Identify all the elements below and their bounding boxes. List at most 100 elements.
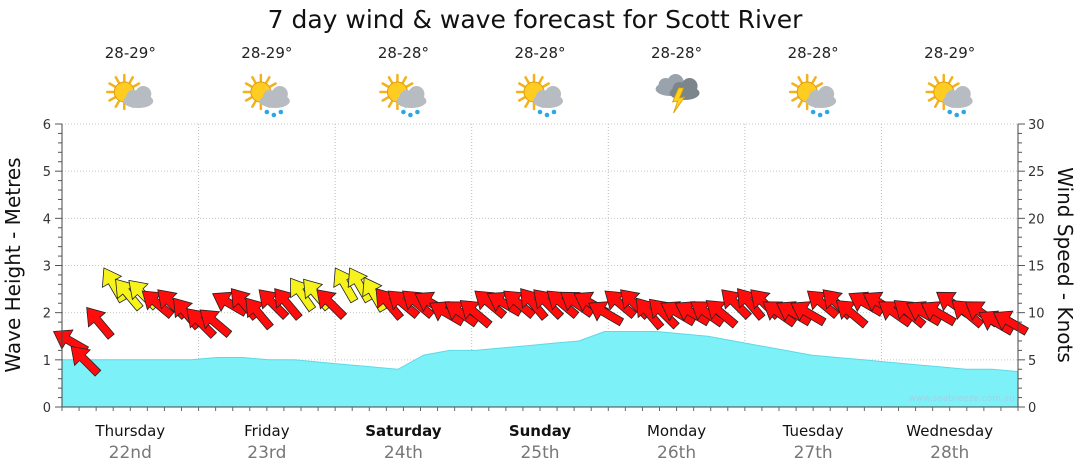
rain-drop xyxy=(961,109,967,115)
sun-ray xyxy=(951,82,960,88)
wind-arrow-shape xyxy=(992,310,1030,336)
y-tick-label-right: 30 xyxy=(1028,118,1045,133)
y-tick-label-right: 0 xyxy=(1028,401,1036,416)
sun-ray xyxy=(933,100,940,108)
wind-arrow-shape xyxy=(588,301,625,327)
day-temperature: 28-28° xyxy=(378,44,429,62)
sun-ray xyxy=(791,82,799,88)
sun-ray xyxy=(244,96,253,102)
sun-cloud-rain-icon xyxy=(379,73,427,118)
rain-drop xyxy=(537,109,543,115)
cloud-part xyxy=(954,86,971,102)
rain-drop xyxy=(264,109,270,115)
day-temperature: 28-29° xyxy=(241,44,292,62)
sun-ray xyxy=(811,76,817,84)
day-name: Thursday xyxy=(94,422,165,440)
rain-drop xyxy=(810,109,816,115)
wind-arrow xyxy=(992,310,1030,336)
rain-drop xyxy=(947,109,953,115)
y-tick-label-left: 6 xyxy=(43,118,51,133)
sun-ray xyxy=(518,82,526,88)
day-temperature: 28-29° xyxy=(105,44,156,62)
sun-ray xyxy=(269,82,277,88)
wind-arrow-shape xyxy=(70,345,102,377)
sun-ray xyxy=(128,76,135,84)
wind-arrow xyxy=(86,307,115,340)
y-tick-label-left: 4 xyxy=(43,212,51,227)
sun-ray xyxy=(108,82,117,88)
y-axis-right-label: Wind Speed - Knots xyxy=(1053,167,1077,363)
sun-ray xyxy=(538,76,544,84)
sun-ray xyxy=(381,96,390,102)
sun-ray xyxy=(381,82,390,88)
sun-cloud-rain-icon xyxy=(925,73,973,118)
rain-drop xyxy=(415,109,420,115)
day-date: 25th xyxy=(520,443,559,463)
sun-ray xyxy=(933,76,940,84)
wind-arrow-shape xyxy=(790,301,827,327)
sun-cloud-icon xyxy=(106,73,154,111)
wind-arrow-shape xyxy=(86,307,115,340)
sun-ray xyxy=(797,76,803,84)
y-tick-label-right: 10 xyxy=(1028,307,1045,322)
day-date: 26th xyxy=(657,443,696,463)
sun-ray xyxy=(401,76,408,84)
sun-ray xyxy=(927,96,936,102)
storm-cloud-icon xyxy=(655,74,700,114)
cloud-part xyxy=(135,86,152,102)
wind-arrows xyxy=(52,267,1030,377)
wind-arrow xyxy=(70,345,102,377)
cloud-part xyxy=(545,86,561,102)
axes: 0 1 2 3 4 5 6 0 5 10 15 20 25 30 xyxy=(43,118,1045,416)
rain-drop xyxy=(544,112,550,118)
wind-arrow xyxy=(920,301,957,327)
day-date: 22nd xyxy=(109,443,152,463)
day-temperature: 28-28° xyxy=(651,44,702,62)
day-date: 28th xyxy=(930,443,969,463)
y-tick-label-right: 5 xyxy=(1028,354,1036,369)
y-axis-left-label: Wave Height - Metres xyxy=(1,157,25,372)
day-name: Saturday xyxy=(365,422,442,440)
day-forecast-row: 28-29° 28-29° 28-28° 28-28° 28-28° 28-28° 28-2… xyxy=(105,44,975,118)
rain-drop xyxy=(271,112,277,118)
rain-drop xyxy=(954,112,960,118)
sun-ray xyxy=(114,76,121,84)
wave-height-area xyxy=(61,331,1019,408)
rain-drop xyxy=(551,109,557,115)
cloud-part xyxy=(681,78,698,94)
wind-arrow xyxy=(790,301,827,327)
day-temperature: 28-29° xyxy=(924,44,975,62)
sun-ray xyxy=(251,76,257,84)
chart-title: 7 day wind & wave forecast for Scott Riv… xyxy=(268,5,803,34)
sun-ray xyxy=(108,96,117,102)
wind-arrow xyxy=(316,289,348,321)
sun-ray xyxy=(387,100,394,108)
rain-drop xyxy=(401,109,406,115)
sun-cloud-rain-icon xyxy=(242,73,290,118)
day-name: Friday xyxy=(244,422,290,440)
sun-ray xyxy=(405,82,414,88)
day-date: 27th xyxy=(794,443,833,463)
day-name: Monday xyxy=(647,422,706,440)
sun-ray xyxy=(797,100,803,108)
sun-cloud-rain-icon xyxy=(515,73,563,118)
sun-ray xyxy=(524,100,530,108)
sun-ray xyxy=(524,76,530,84)
watermark: www.seabreeze.com.au xyxy=(908,394,1015,404)
sun-ray xyxy=(244,82,253,88)
cloud-part xyxy=(408,86,425,102)
sun-ray xyxy=(265,76,271,84)
y-tick-label-left: 5 xyxy=(43,165,51,180)
rain-drop xyxy=(824,109,830,115)
day-date: 23rd xyxy=(247,443,286,463)
cloud-part xyxy=(818,86,835,102)
wind-arrow-shape xyxy=(920,301,957,327)
y-tick-label-left: 1 xyxy=(43,354,51,369)
sun-ray xyxy=(542,82,550,88)
sun-ray xyxy=(251,100,257,108)
wind-arrow xyxy=(199,309,233,338)
sun-ray xyxy=(791,96,799,102)
y-tick-label-left: 2 xyxy=(43,307,51,322)
day-name: Wednesday xyxy=(906,422,993,440)
